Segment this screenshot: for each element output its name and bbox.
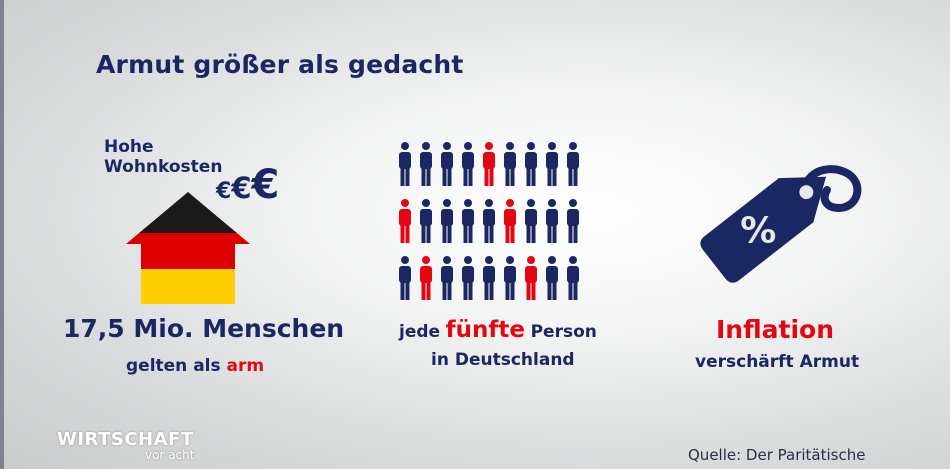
- person-icon-highlighted: [420, 256, 432, 300]
- person-icon: [567, 199, 579, 243]
- housing-costs-caption: Hohe Wohnkosten: [104, 137, 223, 177]
- fifth-prefix: jede: [399, 322, 441, 342]
- person-icon-highlighted: [483, 142, 495, 186]
- poverty-status-highlight: arm: [226, 356, 265, 376]
- tag-string: [801, 165, 862, 213]
- inflation-title: Inflation: [716, 315, 834, 344]
- source-credit: Quelle: Der Paritätische: [688, 446, 866, 464]
- fifth-person-line: jede fünfte Person: [399, 317, 597, 343]
- person-icon: [462, 256, 474, 300]
- wirtschaft-logo: WIRTSCHAFT vor acht: [57, 429, 195, 462]
- person-icon: [441, 256, 453, 300]
- person-icon: [483, 199, 495, 243]
- person-icon-highlighted: [504, 199, 516, 243]
- person-icon: [546, 199, 558, 243]
- person-icon: [462, 142, 474, 186]
- euro-icons: €€€: [216, 162, 279, 208]
- person-icon: [441, 199, 453, 243]
- person-icon: [420, 199, 432, 243]
- person-icon-highlighted: [525, 256, 537, 300]
- logo-sub-text: vor acht: [145, 448, 195, 462]
- person-icon: [567, 256, 579, 300]
- person-icon: [546, 256, 558, 300]
- person-icon: [567, 142, 579, 186]
- tag-body: [700, 176, 827, 283]
- person-icon: [546, 142, 558, 186]
- flag-stripe-gold: [126, 269, 250, 304]
- price-tag-icon: %: [700, 165, 862, 283]
- country-line: in Deutschland: [431, 350, 575, 370]
- person-icon: [525, 199, 537, 243]
- person-icon: [462, 199, 474, 243]
- euro-icon-medium: €: [231, 171, 252, 205]
- logo-main-text: WIRTSCHAFT: [57, 429, 194, 450]
- inflation-subtitle: verschärft Armut: [695, 352, 860, 372]
- person-icon: [483, 256, 495, 300]
- person-icon: [525, 142, 537, 186]
- poverty-status-line: gelten als arm: [126, 356, 264, 376]
- flag-stripe-black: [126, 192, 250, 233]
- poverty-status-prefix: gelten als: [126, 356, 221, 376]
- person-icon: [441, 142, 453, 186]
- people-grid: [399, 142, 579, 300]
- person-icon: [504, 256, 516, 300]
- person-icon: [420, 142, 432, 186]
- flag-stripe-red: [126, 233, 250, 269]
- person-icon-highlighted: [399, 199, 411, 243]
- person-icon: [399, 256, 411, 300]
- euro-icon-small: €: [216, 179, 232, 204]
- person-icon: [504, 142, 516, 186]
- poverty-count: 17,5 Mio. Menschen: [63, 314, 345, 343]
- tag-hole: [799, 185, 814, 200]
- fifth-suffix: Person: [530, 322, 597, 342]
- person-icon: [399, 142, 411, 186]
- euro-icon-large: €: [251, 162, 280, 208]
- fifth-highlight: fünfte: [445, 317, 525, 343]
- german-flag-house-icon: [126, 192, 250, 304]
- page-title: Armut größer als gedacht: [96, 50, 464, 79]
- percent-symbol: %: [740, 211, 776, 252]
- left-edge-bar: [0, 0, 4, 469]
